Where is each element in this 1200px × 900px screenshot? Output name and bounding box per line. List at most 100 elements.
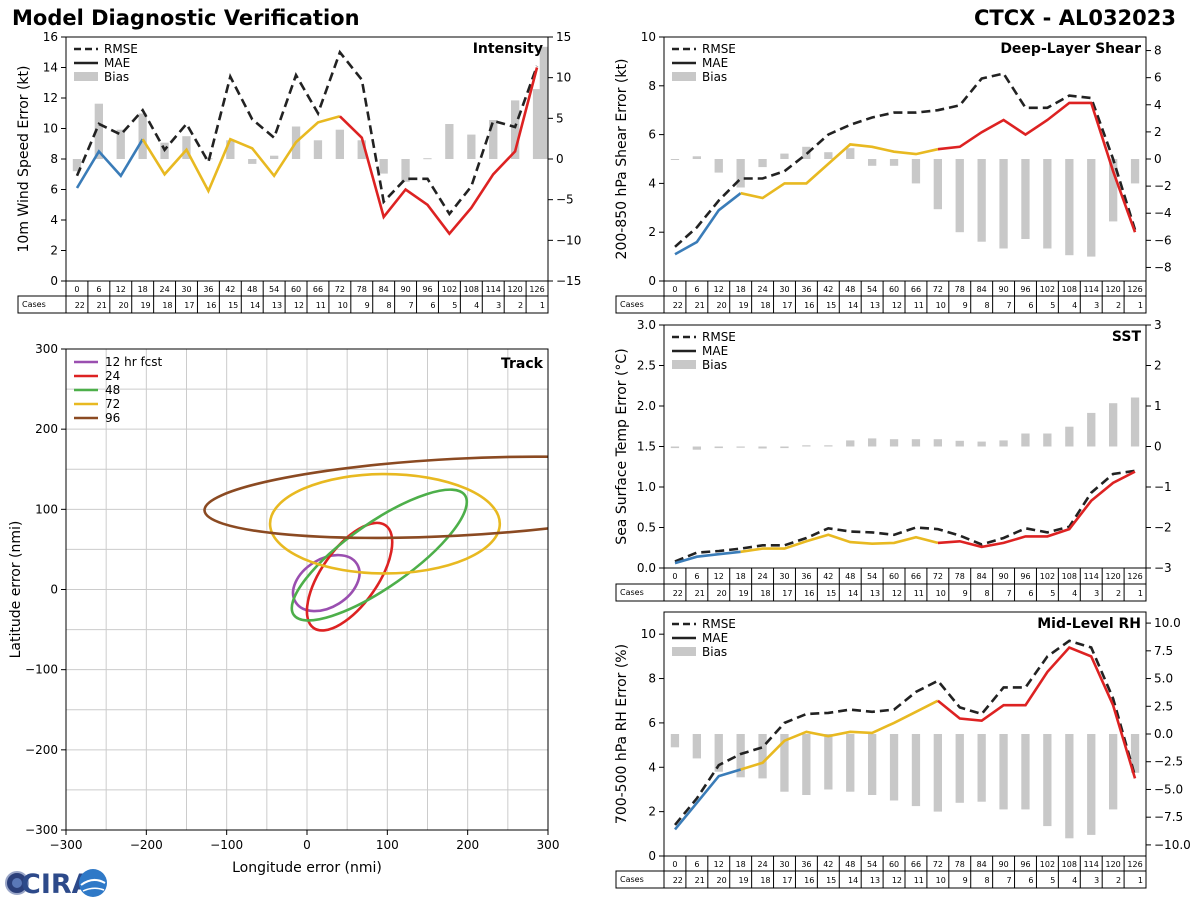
y-axis-label: Sea Surface Temp Error (°C) (614, 348, 630, 544)
lead-time-label: 102 (1040, 285, 1055, 294)
bias-bar (758, 734, 767, 779)
lead-time-label: 0 (672, 572, 677, 581)
cases-label-cell (615, 870, 665, 889)
bias-bar (736, 159, 745, 188)
case-count: 16 (206, 301, 216, 310)
bias-bar (532, 89, 542, 159)
legend-bias-swatch (672, 360, 696, 369)
case-count: 21 (695, 876, 705, 885)
bias-bar (445, 124, 454, 159)
bias-bar (911, 734, 921, 807)
y2-tick-label: −10 (556, 233, 581, 247)
y2-tick-label: −7.5 (1154, 810, 1183, 824)
bias-bar (868, 159, 877, 166)
case-count: 20 (717, 876, 727, 885)
bias-bar (511, 100, 520, 159)
y2-tick-label: −10.0 (1154, 838, 1191, 852)
legend-rmse-label: RMSE (702, 617, 736, 631)
case-count: 12 (892, 589, 902, 598)
bias-bar (423, 158, 432, 160)
y2-tick-label: −5 (556, 193, 574, 207)
case-count: 20 (717, 589, 727, 598)
mae-line-segment (740, 533, 939, 554)
case-count: 5 (1050, 301, 1055, 310)
bias-bar (758, 446, 767, 449)
mae-line-segment (338, 67, 539, 236)
y2-tick-label: 8 (1154, 44, 1162, 58)
case-count: 20 (119, 301, 129, 310)
case-count: 6 (1028, 876, 1033, 885)
legend-rmse-label: RMSE (702, 330, 736, 344)
bias-bar (714, 734, 723, 772)
lead-time-label: 72 (335, 285, 345, 294)
y2-tick-label: 15 (556, 30, 571, 44)
cases-label-cell (615, 295, 665, 314)
bias-bar (846, 440, 855, 447)
lead-time-label: 42 (823, 285, 833, 294)
y2-tick-label: −2.5 (1154, 755, 1183, 769)
rmse-line (674, 72, 1137, 248)
case-count: 9 (365, 301, 370, 310)
x-tick-label: 100 (376, 838, 399, 852)
bias-bar (692, 156, 701, 159)
cases-label: Cases (620, 300, 644, 309)
bias-bar (1021, 734, 1030, 810)
case-count: 16 (804, 301, 814, 310)
case-count: 11 (316, 301, 326, 310)
bias-bar (335, 129, 344, 159)
case-count: 7 (1006, 589, 1011, 598)
legend-bias-label: Bias (104, 70, 129, 84)
y-axis-label: 700-500 hPa RH Error (%) (614, 644, 630, 824)
lead-time-label: 66 (911, 860, 921, 869)
cases-label: Cases (22, 300, 46, 309)
case-count: 4 (1072, 589, 1077, 598)
case-count: 2 (1116, 589, 1121, 598)
bias-bar (1021, 159, 1030, 239)
lead-time-label: 0 (672, 285, 677, 294)
x-tick-label: −200 (130, 838, 163, 852)
case-count: 6 (430, 301, 435, 310)
y-tick-label: 1.5 (637, 440, 656, 454)
x-tick-label: 300 (537, 838, 560, 852)
cases-label-cell (615, 583, 665, 602)
lead-time-label: 24 (757, 285, 767, 294)
y2-tick-label: 0 (1154, 440, 1162, 454)
y2-tick-label: 5 (556, 111, 564, 125)
case-count: 22 (673, 876, 683, 885)
case-count: 9 (963, 589, 968, 598)
case-count: 13 (870, 589, 880, 598)
bias-bar (670, 446, 680, 449)
y2-tick-label: 10.0 (1154, 616, 1181, 630)
case-count: 16 (804, 589, 814, 598)
cases-label-cell (17, 295, 67, 314)
case-count: 22 (673, 589, 683, 598)
case-count: 20 (717, 301, 727, 310)
legend-bias-label: Bias (702, 358, 727, 372)
case-count: 5 (1050, 589, 1055, 598)
y-tick-label: 0.5 (637, 521, 656, 535)
legend-ellipse-label: 72 (105, 397, 120, 411)
case-count: 19 (738, 301, 748, 310)
case-count: 1 (1138, 589, 1143, 598)
lead-time-label: 60 (291, 285, 301, 294)
legend-mae-label: MAE (702, 56, 728, 70)
legend-ellipse-label: 12 hr fcst (105, 355, 163, 369)
case-count: 13 (272, 301, 282, 310)
case-count: 10 (338, 301, 348, 310)
case-count: 14 (250, 301, 260, 310)
bias-bar (780, 734, 789, 792)
panel-title: Intensity (473, 41, 543, 57)
case-count: 10 (936, 301, 946, 310)
bias-bar (1130, 159, 1140, 184)
y-tick-label: 3.0 (637, 318, 656, 332)
case-count: 6 (1028, 301, 1033, 310)
lead-time-label: 12 (714, 285, 724, 294)
case-count: 11 (914, 301, 924, 310)
bias-bar (911, 159, 921, 184)
y-tick-label: −100 (25, 663, 58, 677)
lead-time-label: 12 (714, 572, 724, 581)
lead-time-label: 42 (823, 860, 833, 869)
y-tick-label: 8 (648, 79, 656, 93)
track-panel: −300 −200 −100 0 100 200 300 −300 −200 −100 0 100 20… (8, 342, 560, 876)
lead-time-label: 114 (486, 285, 501, 294)
